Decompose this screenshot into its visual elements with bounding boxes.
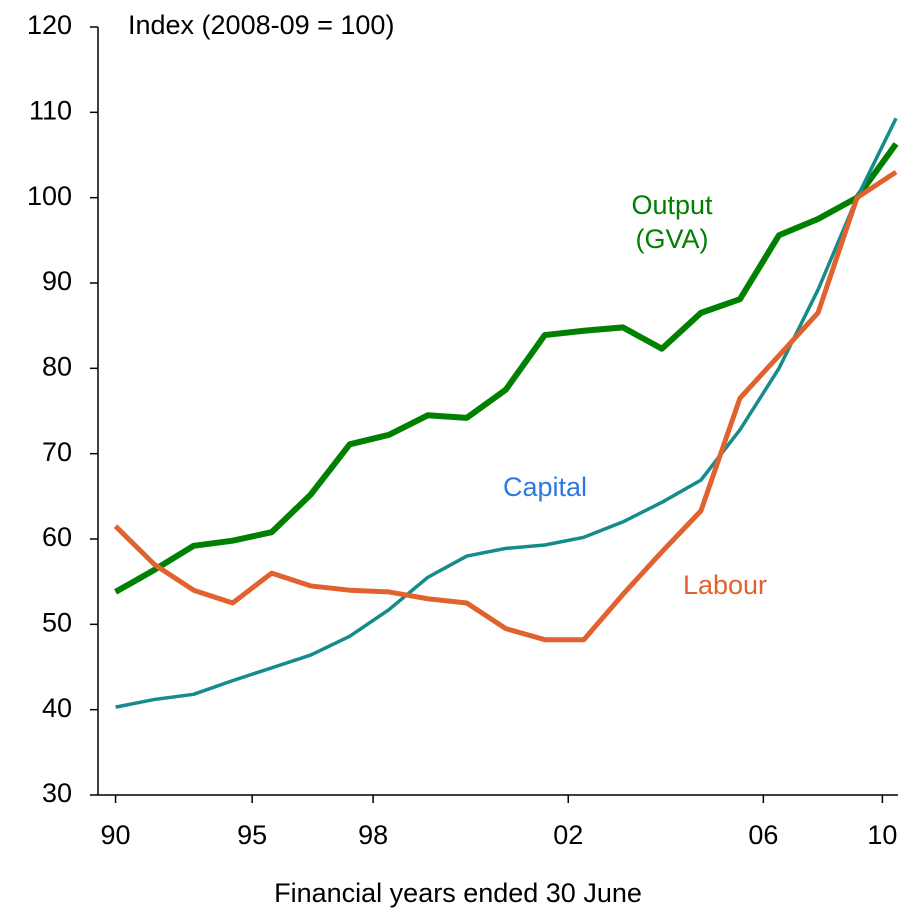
series-line [115, 117, 898, 709]
y-tick-label: 30 [42, 778, 72, 808]
x-tick-label: 02 [553, 820, 583, 850]
series-label: Capital [502, 472, 588, 502]
x-axis-title: Financial years ended 30 June [274, 878, 642, 908]
x-tick-label: 06 [748, 820, 778, 850]
y-tick-label: 120 [27, 10, 72, 40]
y-tick-label: 80 [42, 351, 72, 381]
x-tick-label: 98 [358, 820, 388, 850]
y-axis-title: Index (2008-09 = 100) [128, 10, 394, 40]
x-tick-label: 10 [867, 820, 897, 850]
y-tick-label: 40 [42, 693, 72, 723]
x-tick-label: 95 [237, 820, 267, 850]
x-tick-label: 90 [101, 820, 131, 850]
y-tick-label: 90 [42, 266, 72, 296]
y-tick-label: 110 [29, 95, 72, 125]
series-label: Output (GVA) [631, 190, 713, 254]
y-tick-label: 70 [42, 437, 72, 467]
series-line [114, 142, 899, 595]
y-tick-label: 60 [42, 522, 72, 552]
y-tick-label: 100 [27, 181, 72, 211]
y-tick-label: 50 [42, 607, 72, 637]
series-label: Labour [682, 570, 768, 600]
series-line [113, 169, 898, 643]
